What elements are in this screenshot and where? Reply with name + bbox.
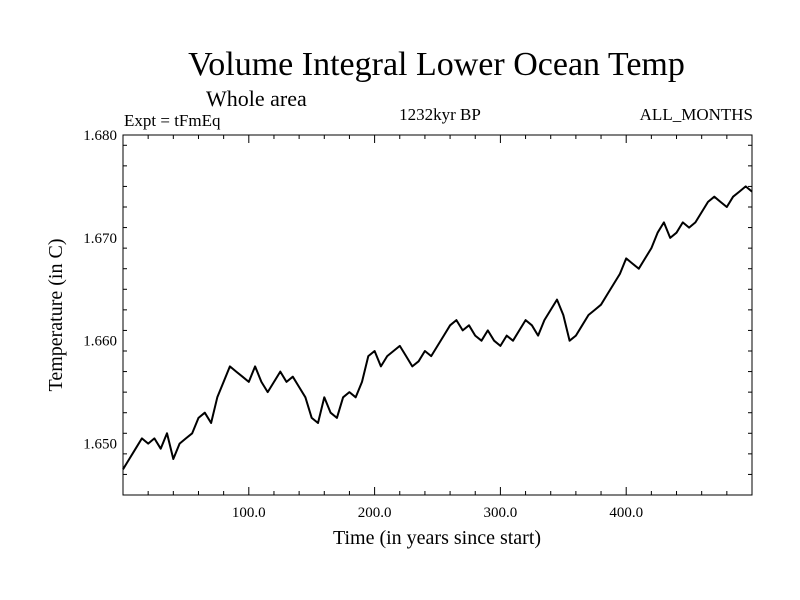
months-label: ALL_MONTHS bbox=[639, 105, 753, 124]
y-tick-label: 1.680 bbox=[83, 128, 117, 144]
x-tick-label: 100.0 bbox=[232, 505, 266, 521]
plot-frame bbox=[122, 134, 753, 496]
chart-subtitle: Whole area bbox=[206, 86, 307, 111]
y-axis-label: Temperature (in C) bbox=[45, 239, 67, 392]
period-label: 1232kyr BP bbox=[399, 105, 481, 124]
chart-title: Volume Integral Lower Ocean Temp bbox=[188, 46, 685, 83]
y-tick-label: 1.660 bbox=[83, 334, 117, 350]
x-tick-label: 200.0 bbox=[358, 505, 392, 521]
x-tick-label: 300.0 bbox=[484, 505, 518, 521]
y-tick-label: 1.670 bbox=[83, 231, 117, 247]
experiment-label: Expt = tFmEq bbox=[124, 111, 221, 130]
axis-ticks bbox=[123, 135, 752, 495]
series-line bbox=[122, 185, 753, 470]
y-tick-label: 1.650 bbox=[83, 437, 117, 453]
tick-labels: 100.0 200.0 300.0 400.0 1.650 1.660 1.670 1.680 bbox=[83, 128, 643, 521]
x-tick-label: 400.0 bbox=[609, 505, 643, 521]
x-axis-label: Time (in years since start) bbox=[333, 527, 541, 549]
